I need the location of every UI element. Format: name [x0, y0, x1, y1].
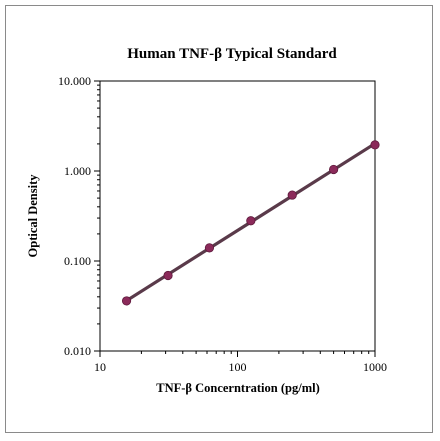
chart-frame [5, 5, 433, 433]
x-axis-label: TNF-β Concerntration (pg/ml) [156, 381, 320, 395]
data-point [287, 190, 297, 200]
x-tick-label: 1000 [363, 360, 387, 374]
x-tick-label: 10 [94, 360, 106, 374]
y-tick-label: 0.010 [64, 344, 91, 358]
x-tick-label: 100 [229, 360, 247, 374]
data-point [163, 270, 173, 281]
y-tick-label: 1.000 [64, 164, 91, 178]
data-point [370, 140, 380, 150]
data-point [246, 216, 256, 226]
data-point [121, 296, 132, 306]
y-tick-label: 0.100 [64, 254, 91, 268]
y-axis-ticks: 0.010 0.100 1.000 10.000 [58, 74, 100, 358]
y-tick-label: 10.000 [58, 74, 91, 88]
chart-title: Human TNF-β Typical Standard [127, 46, 337, 62]
plot-area [99, 80, 376, 352]
series-layer [121, 140, 380, 306]
data-point [329, 164, 339, 175]
data-point [204, 243, 215, 253]
y-axis-label: Optical Density [26, 174, 40, 258]
x-axis-ticks: 10 100 1000 [94, 351, 387, 374]
plot-border [99, 80, 376, 352]
